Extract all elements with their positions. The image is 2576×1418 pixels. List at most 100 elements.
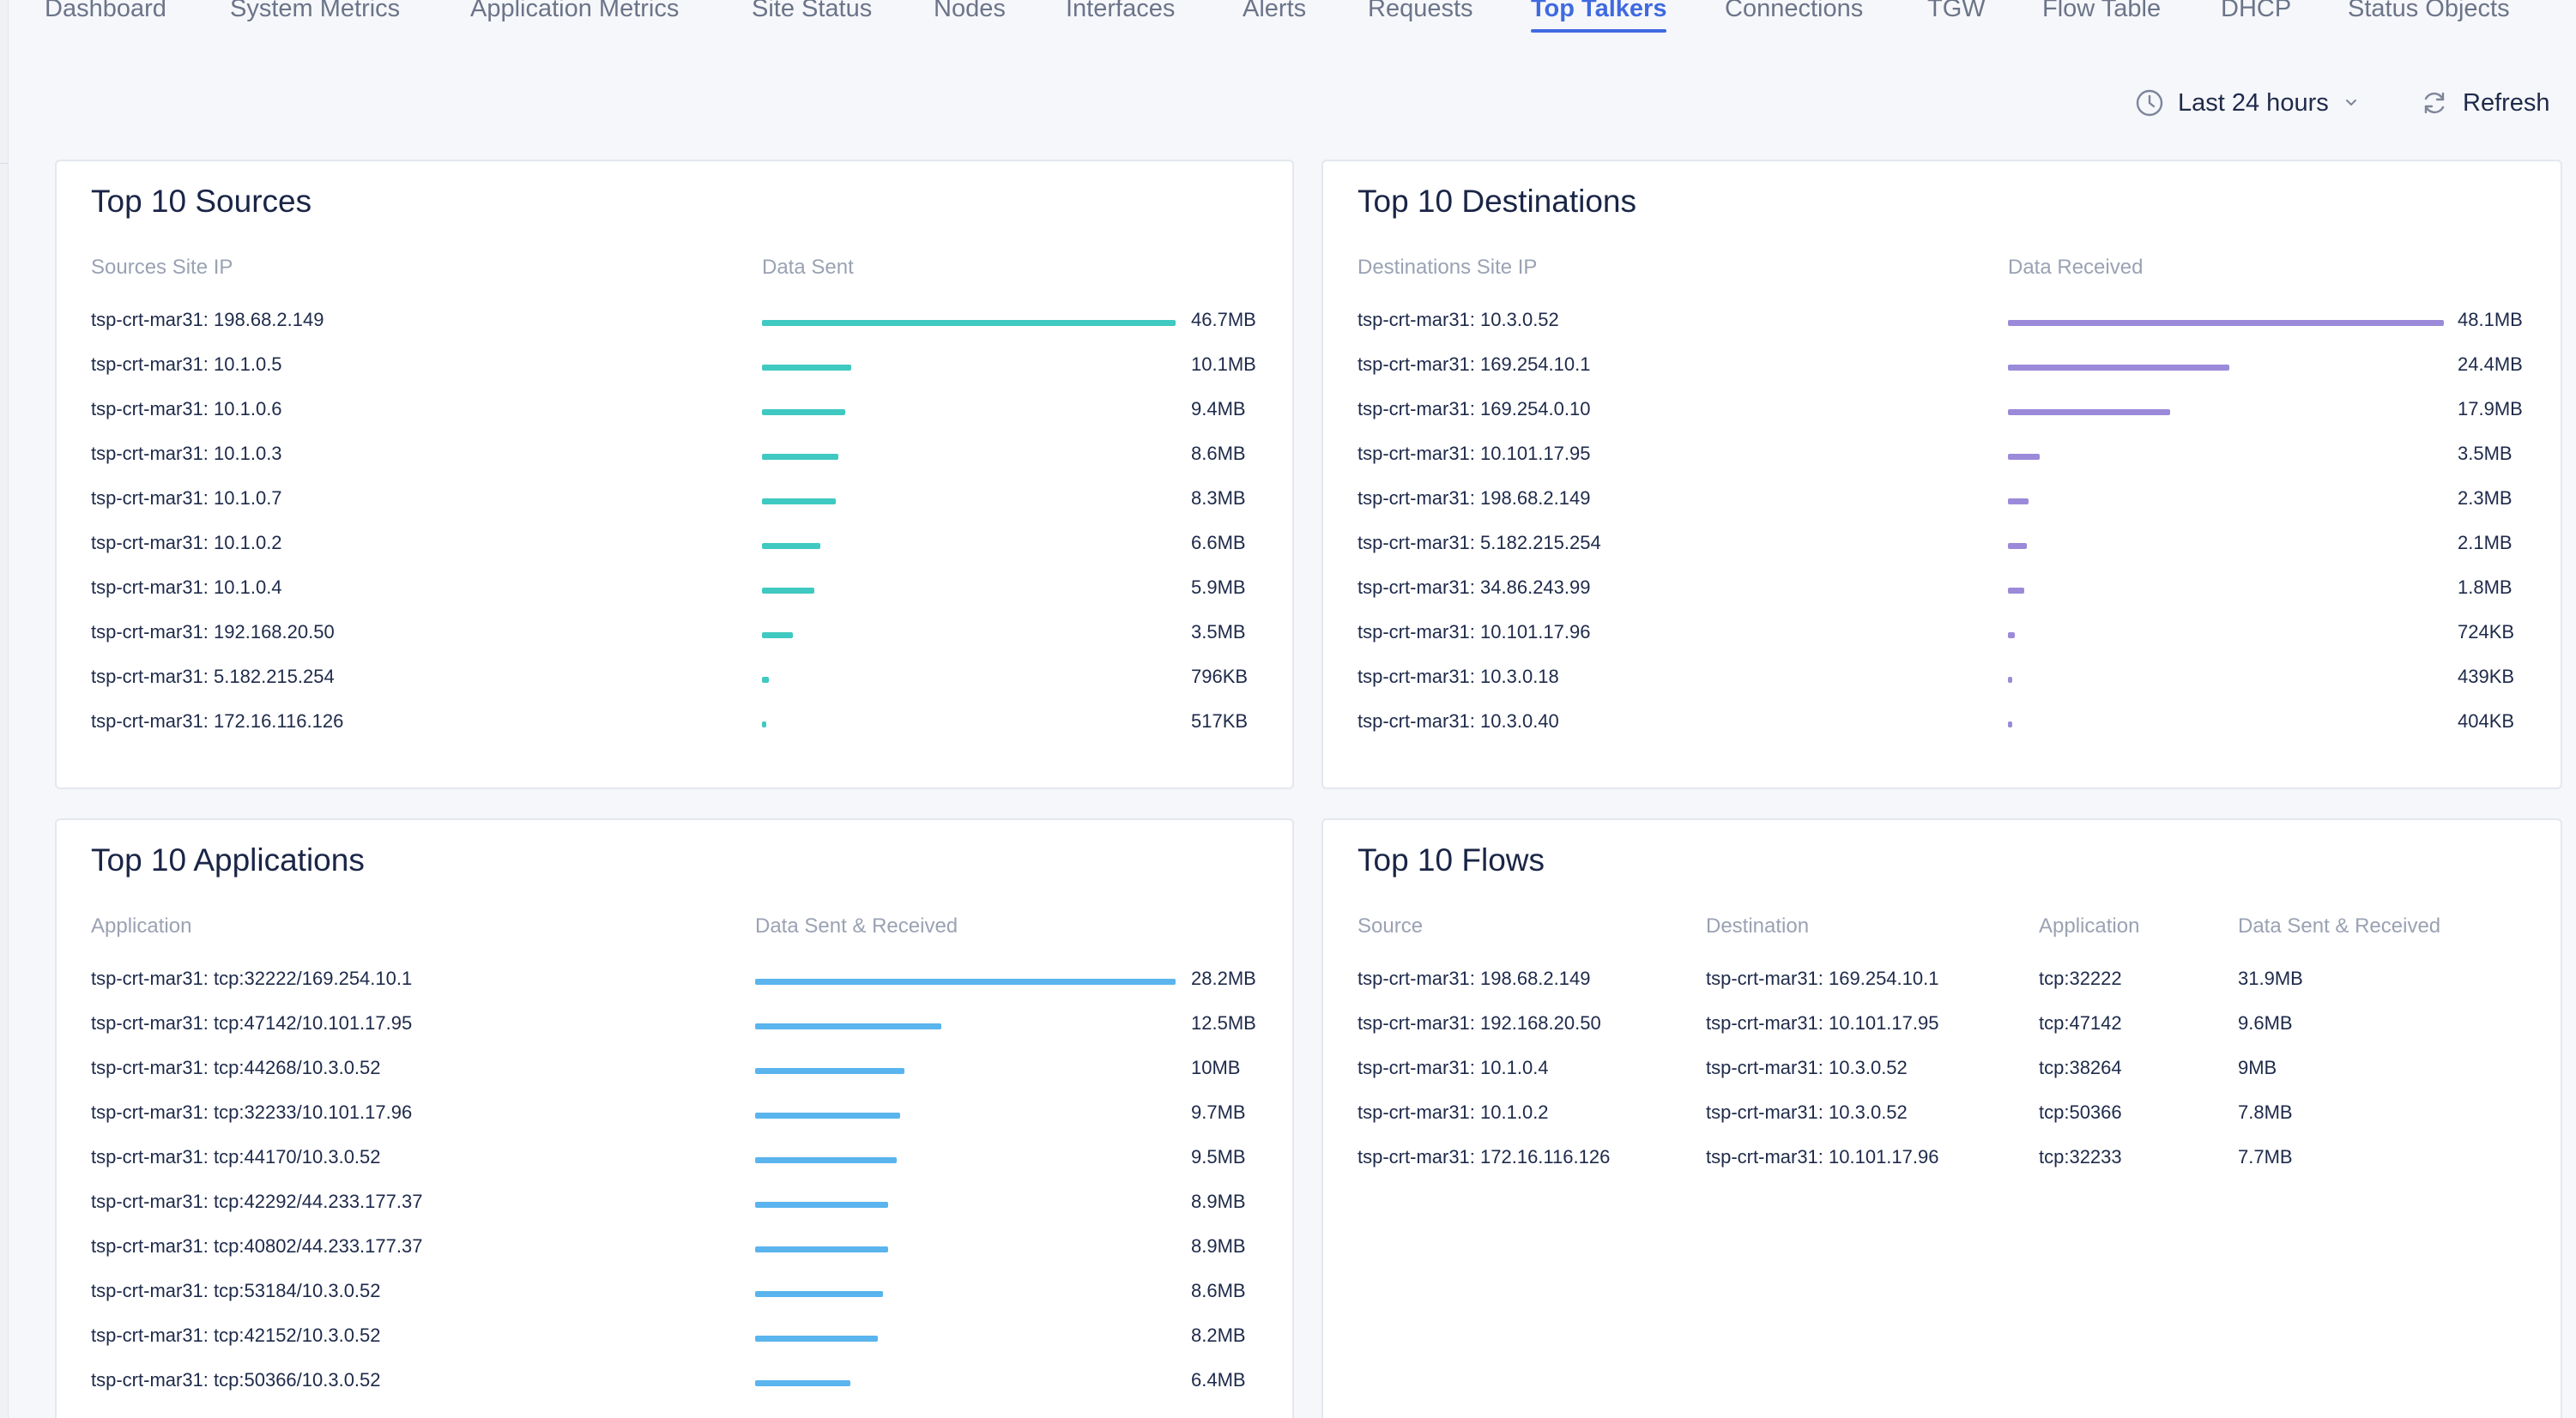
- row-value: 10MB: [1191, 1057, 1241, 1078]
- data-received-column-header: Data Received: [2008, 256, 2144, 279]
- flow-destination-cell: tsp-crt-mar31: 10.101.17.96: [1706, 1146, 1939, 1168]
- application-column-header: Application: [91, 914, 192, 938]
- list-item: tsp-crt-mar31: tcp:53184/10.3.0.52 8.6MB: [57, 1271, 1292, 1316]
- flow-source-cell: tsp-crt-mar31: 198.68.2.149: [1358, 968, 1591, 989]
- row-label: tsp-crt-mar31: tcp:44170/10.3.0.52: [91, 1146, 381, 1168]
- table-row: tsp-crt-mar31: 10.1.0.2 tsp-crt-mar31: 10…: [1323, 1093, 2561, 1137]
- list-item: tsp-crt-mar31: 10.3.0.52 48.1MB: [1323, 300, 2561, 345]
- row-value: 17.9MB: [2458, 398, 2523, 419]
- row-label: tsp-crt-mar31: 10.101.17.96: [1358, 621, 1591, 643]
- row-bar: [2008, 677, 2012, 683]
- row-value: 8.6MB: [1191, 443, 1246, 464]
- row-value: 5.9MB: [1191, 576, 1246, 598]
- row-label: tsp-crt-mar31: 5.182.215.254: [1358, 532, 1601, 553]
- flow-source-cell: tsp-crt-mar31: 10.1.0.2: [1358, 1101, 1549, 1123]
- row-bar: [2008, 320, 2444, 326]
- row-bar: [2008, 543, 2027, 549]
- flow-source-cell: tsp-crt-mar31: 172.16.116.126: [1358, 1146, 1611, 1168]
- tab-site-status[interactable]: Site Status: [752, 0, 873, 22]
- row-bar: [762, 677, 769, 683]
- row-bar: [755, 1246, 888, 1252]
- flow-destination-cell: tsp-crt-mar31: 10.3.0.52: [1706, 1057, 1908, 1078]
- row-value: 8.6MB: [1191, 1280, 1246, 1301]
- row-bar: [755, 1113, 900, 1119]
- row-label: tsp-crt-mar31: tcp:42152/10.3.0.52: [91, 1324, 381, 1346]
- row-bar: [755, 1157, 897, 1163]
- row-value: 6.6MB: [1191, 532, 1246, 553]
- row-value: 2.1MB: [2458, 532, 2513, 553]
- list-item: tsp-crt-mar31: tcp:40802/44.233.177.37 8.…: [57, 1227, 1292, 1271]
- row-value: 10.1MB: [1191, 353, 1256, 375]
- row-bar: [2008, 454, 2040, 460]
- row-bar: [755, 1380, 850, 1386]
- row-value: 9.5MB: [1191, 1146, 1246, 1168]
- row-label: tsp-crt-mar31: 10.1.0.6: [91, 398, 282, 419]
- tab-status-objects[interactable]: Status Objects: [2348, 0, 2510, 22]
- refresh-label: Refresh: [2463, 88, 2550, 117]
- row-value: 48.1MB: [2458, 309, 2523, 330]
- row-value: 3.5MB: [2458, 443, 2513, 464]
- flow-data-cell: 31.9MB: [2238, 968, 2303, 989]
- row-bar: [762, 320, 1176, 326]
- list-item: tsp-crt-mar31: 10.1.0.3 8.6MB: [57, 434, 1292, 479]
- row-label: tsp-crt-mar31: 169.254.10.1: [1358, 353, 1591, 375]
- clock-icon: [2135, 88, 2164, 118]
- rail-divider: [0, 163, 8, 164]
- tab-top-talkers[interactable]: Top Talkers: [1531, 0, 1667, 36]
- table-row: tsp-crt-mar31: 198.68.2.149 tsp-crt-mar31…: [1323, 959, 2561, 1004]
- row-value: 439KB: [2458, 666, 2515, 687]
- tab-nodes[interactable]: Nodes: [934, 0, 1006, 22]
- row-value: 12.5MB: [1191, 1012, 1256, 1034]
- tab-requests[interactable]: Requests: [1368, 0, 1473, 22]
- list-item: tsp-crt-mar31: tcp:44268/10.3.0.52 10MB: [57, 1048, 1292, 1093]
- top-applications-card: Top 10 Applications Application Data Sen…: [55, 818, 1294, 1418]
- flows-application-column-header: Application: [2039, 914, 2140, 938]
- list-item: tsp-crt-mar31: tcp:47142/10.101.17.95 12.…: [57, 1004, 1292, 1048]
- list-item: tsp-crt-mar31: 5.182.215.254 796KB: [57, 657, 1292, 702]
- data-sent-received-column-header: Data Sent & Received: [755, 914, 958, 938]
- refresh-icon: [2420, 88, 2449, 118]
- row-value: 8.3MB: [1191, 487, 1246, 509]
- row-label: tsp-crt-mar31: tcp:44268/10.3.0.52: [91, 1057, 381, 1078]
- time-range-dropdown[interactable]: Last 24 hours: [2135, 84, 2360, 122]
- tab-flow-table[interactable]: Flow Table: [2042, 0, 2162, 22]
- list-item: tsp-crt-mar31: 169.254.0.10 17.9MB: [1323, 389, 2561, 434]
- row-bar: [2008, 721, 2012, 727]
- tab-tgw[interactable]: TGW: [1927, 0, 1986, 22]
- row-bar: [2008, 409, 2170, 415]
- row-value: 404KB: [2458, 710, 2515, 732]
- tab-alerts[interactable]: Alerts: [1243, 0, 1307, 22]
- flow-application-cell: tcp:50366: [2039, 1101, 2122, 1123]
- row-label: tsp-crt-mar31: 34.86.243.99: [1358, 576, 1591, 598]
- list-item: tsp-crt-mar31: 10.1.0.4 5.9MB: [57, 568, 1292, 612]
- list-item: tsp-crt-mar31: tcp:44170/10.3.0.52 9.5MB: [57, 1137, 1292, 1182]
- row-value: 9.7MB: [1191, 1101, 1246, 1123]
- list-item: tsp-crt-mar31: 10.101.17.96 724KB: [1323, 612, 2561, 657]
- row-value: 46.7MB: [1191, 309, 1256, 330]
- row-label: tsp-crt-mar31: tcp:50366/10.3.0.52: [91, 1369, 381, 1391]
- tab-interfaces[interactable]: Interfaces: [1066, 0, 1176, 22]
- row-label: tsp-crt-mar31: 5.182.215.254: [91, 666, 335, 687]
- table-row: tsp-crt-mar31: 10.1.0.4 tsp-crt-mar31: 10…: [1323, 1048, 2561, 1093]
- tab-application-metrics[interactable]: Application Metrics: [470, 0, 680, 22]
- row-label: tsp-crt-mar31: 10.101.17.95: [1358, 443, 1591, 464]
- row-bar: [762, 543, 820, 549]
- row-bar: [755, 979, 1176, 985]
- refresh-button[interactable]: Refresh: [2420, 84, 2550, 122]
- row-bar: [762, 721, 766, 727]
- list-item: tsp-crt-mar31: 10.3.0.18 439KB: [1323, 657, 2561, 702]
- tab-system-metrics[interactable]: System Metrics: [230, 0, 401, 22]
- flow-application-cell: tcp:32233: [2039, 1146, 2122, 1168]
- row-bar: [2008, 588, 2024, 594]
- tab-connections[interactable]: Connections: [1725, 0, 1864, 22]
- tab-dhcp[interactable]: DHCP: [2221, 0, 2292, 22]
- list-item: tsp-crt-mar31: 172.16.116.126 517KB: [57, 702, 1292, 746]
- row-label: tsp-crt-mar31: tcp:47142/10.101.17.95: [91, 1012, 413, 1034]
- row-bar: [2008, 365, 2229, 371]
- row-bar: [762, 454, 838, 460]
- row-label: tsp-crt-mar31: 10.1.0.5: [91, 353, 282, 375]
- tab-dashboard[interactable]: Dashboard: [45, 0, 166, 22]
- row-label: tsp-crt-mar31: 172.16.116.126: [91, 710, 344, 732]
- row-label: tsp-crt-mar31: 169.254.0.10: [1358, 398, 1591, 419]
- row-label: tsp-crt-mar31: 10.1.0.7: [91, 487, 282, 509]
